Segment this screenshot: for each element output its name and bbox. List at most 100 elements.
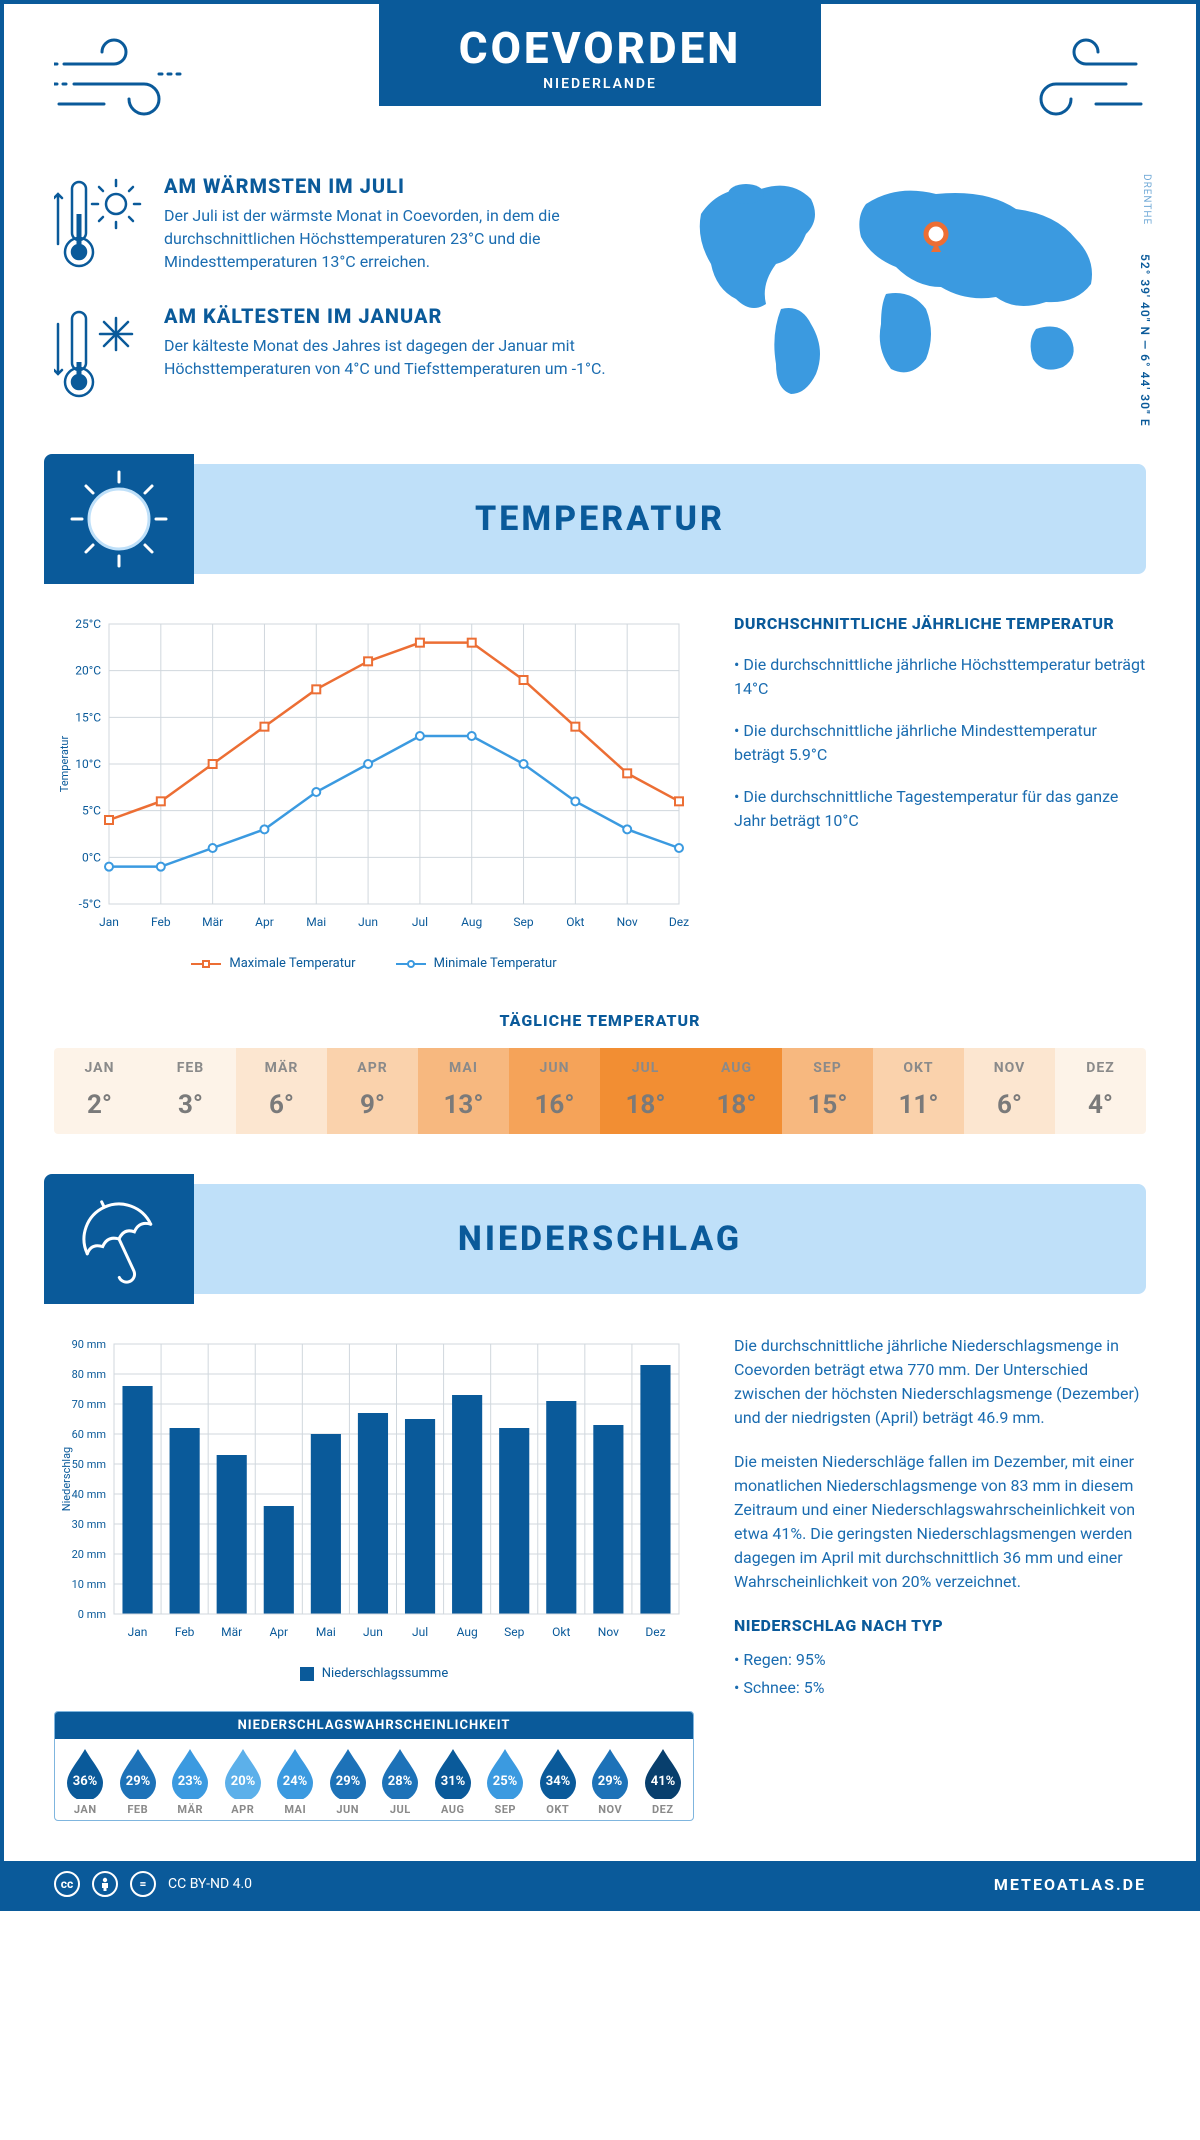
legend-max: Maximale Temperatur	[229, 956, 355, 971]
svg-text:34%: 34%	[545, 1774, 570, 1789]
svg-text:Jul: Jul	[412, 915, 428, 929]
svg-text:0°C: 0°C	[82, 850, 101, 864]
coords-label: 52° 39' 40" N — 6° 44' 30" E	[1138, 254, 1152, 427]
svg-text:5°C: 5°C	[82, 804, 101, 818]
prob-cell: 28%JUL	[374, 1747, 427, 1816]
svg-text:29%: 29%	[335, 1774, 360, 1789]
region-label: DRENTHE	[1141, 174, 1152, 225]
world-map-icon	[686, 174, 1116, 404]
precip-p2: Die meisten Niederschläge fallen im Deze…	[734, 1450, 1146, 1594]
daily-temp-cell: NOV6°	[964, 1048, 1055, 1134]
precip-type-title: NIEDERSCHLAG NACH TYP	[734, 1614, 1146, 1638]
prob-cell: 25%SEP	[479, 1747, 532, 1816]
intro-row: AM WÄRMSTEN IM JULI Der Juli ist der wär…	[54, 174, 1146, 434]
svg-text:20°C: 20°C	[75, 664, 101, 678]
svg-text:Jan: Jan	[99, 915, 119, 929]
daily-temp-cell: DEZ4°	[1055, 1048, 1146, 1134]
sun-icon	[44, 454, 194, 584]
precip-info: Die durchschnittliche jährliche Niedersc…	[734, 1334, 1146, 1821]
svg-text:Aug: Aug	[461, 915, 482, 929]
svg-text:Mär: Mär	[202, 915, 223, 929]
daily-temp-cell: FEB3°	[145, 1048, 236, 1134]
temperature-info: DURCHSCHNITTLICHE JÄHRLICHE TEMPERATUR •…	[734, 614, 1146, 971]
temp-legend: Maximale Temperatur Minimale Temperatur	[54, 956, 694, 971]
svg-text:0 mm: 0 mm	[78, 1608, 106, 1621]
warmest-text: Der Juli ist der wärmste Monat in Coevor…	[164, 204, 656, 274]
daily-temp-cell: MAI13°	[418, 1048, 509, 1134]
svg-text:25°C: 25°C	[75, 617, 101, 631]
svg-text:50 mm: 50 mm	[72, 1458, 106, 1471]
svg-text:25%: 25%	[493, 1774, 518, 1789]
svg-text:Okt: Okt	[552, 1625, 570, 1639]
coldest-text: Der kälteste Monat des Jahres ist dagege…	[164, 334, 656, 380]
daily-temp-cell: OKT11°	[873, 1048, 964, 1134]
prob-cell: 23%MÄR	[164, 1747, 217, 1816]
city-title: COEVORDEN	[459, 22, 742, 74]
svg-text:20%: 20%	[230, 1774, 255, 1789]
prob-cell: 34%OKT	[532, 1747, 585, 1816]
svg-text:Temperatur: Temperatur	[58, 736, 71, 793]
umbrella-icon	[44, 1174, 194, 1304]
precip-chart: 0 mm10 mm20 mm30 mm40 mm50 mm60 mm70 mm8…	[54, 1334, 694, 1681]
temp-info-b2: • Die durchschnittliche jährliche Mindes…	[734, 719, 1146, 767]
prob-cell: 20%APR	[217, 1747, 270, 1816]
svg-text:10°C: 10°C	[75, 757, 101, 771]
prob-cell: 41%DEZ	[637, 1747, 690, 1816]
daily-temp-cell: JUN16°	[509, 1048, 600, 1134]
temperature-banner: TEMPERATUR	[54, 464, 1146, 574]
prob-cell: 29%JUN	[322, 1747, 375, 1816]
precip-banner: NIEDERSCHLAG	[54, 1184, 1146, 1294]
svg-text:Jan: Jan	[128, 1625, 148, 1639]
svg-text:Sep: Sep	[504, 1625, 524, 1639]
thermometer-hot-icon	[54, 174, 144, 274]
prob-title: NIEDERSCHLAGSWAHRSCHEINLICHKEIT	[55, 1712, 693, 1739]
svg-text:Apr: Apr	[269, 1625, 288, 1639]
daily-temp-cell: JUL18°	[600, 1048, 691, 1134]
daily-temp-cell: SEP15°	[782, 1048, 873, 1134]
svg-text:Jun: Jun	[358, 915, 378, 929]
warmest-title: AM WÄRMSTEN IM JULI	[164, 174, 656, 198]
thermometer-cold-icon	[54, 304, 144, 404]
precip-title: NIEDERSCHLAG	[54, 1219, 1146, 1259]
svg-text:40 mm: 40 mm	[72, 1488, 106, 1501]
precip-probability-box: NIEDERSCHLAGSWAHRSCHEINLICHKEIT 36%JAN29…	[54, 1711, 694, 1821]
svg-text:80 mm: 80 mm	[72, 1368, 106, 1381]
precip-legend: Niederschlagssumme	[54, 1666, 694, 1681]
daily-temp-strip: JAN2°FEB3°MÄR6°APR9°MAI13°JUN16°JUL18°AU…	[54, 1048, 1146, 1134]
prob-cell: 29%FEB	[112, 1747, 165, 1816]
daily-temp-cell: MÄR6°	[236, 1048, 327, 1134]
prob-cell: 24%MAI	[269, 1747, 322, 1816]
svg-text:70 mm: 70 mm	[72, 1398, 106, 1411]
svg-text:Mai: Mai	[316, 1625, 336, 1639]
svg-text:15°C: 15°C	[75, 710, 101, 724]
precip-legend-label: Niederschlagssumme	[322, 1666, 448, 1681]
svg-text:Apr: Apr	[255, 915, 274, 929]
site-label: METEOATLAS.DE	[994, 1875, 1146, 1894]
svg-text:90 mm: 90 mm	[72, 1338, 106, 1351]
svg-text:Aug: Aug	[457, 1625, 478, 1639]
svg-text:24%: 24%	[283, 1774, 308, 1789]
daily-temp-cell: APR9°	[327, 1048, 418, 1134]
svg-text:29%: 29%	[125, 1774, 150, 1789]
svg-text:36%: 36%	[73, 1774, 98, 1789]
svg-text:Dez: Dez	[645, 1625, 665, 1639]
svg-text:Niederschlag: Niederschlag	[60, 1447, 73, 1511]
svg-text:60 mm: 60 mm	[72, 1428, 106, 1441]
wind-icon-left	[54, 34, 194, 134]
svg-text:20 mm: 20 mm	[72, 1548, 106, 1561]
title-block: COEVORDEN NIEDERLANDE	[379, 4, 822, 106]
wind-icon-right	[1006, 34, 1146, 134]
license-label: CC BY-ND 4.0	[168, 1876, 252, 1892]
precip-t1: • Regen: 95%	[734, 1648, 1146, 1672]
svg-text:Feb: Feb	[175, 1625, 195, 1639]
svg-text:Okt: Okt	[566, 915, 584, 929]
temperature-chart: -5°C0°C5°C10°C15°C20°C25°CJanFebMärAprMa…	[54, 614, 694, 971]
temp-info-title: DURCHSCHNITTLICHE JÄHRLICHE TEMPERATUR	[734, 614, 1146, 633]
coldest-fact: AM KÄLTESTEN IM JANUAR Der kälteste Mona…	[54, 304, 656, 404]
svg-text:Jun: Jun	[363, 1625, 383, 1639]
daily-temp-title: TÄGLICHE TEMPERATUR	[54, 1011, 1146, 1030]
coldest-title: AM KÄLTESTEN IM JANUAR	[164, 304, 656, 328]
svg-text:Mär: Mär	[221, 1625, 242, 1639]
svg-text:Mai: Mai	[306, 915, 326, 929]
prob-cell: 36%JAN	[59, 1747, 112, 1816]
